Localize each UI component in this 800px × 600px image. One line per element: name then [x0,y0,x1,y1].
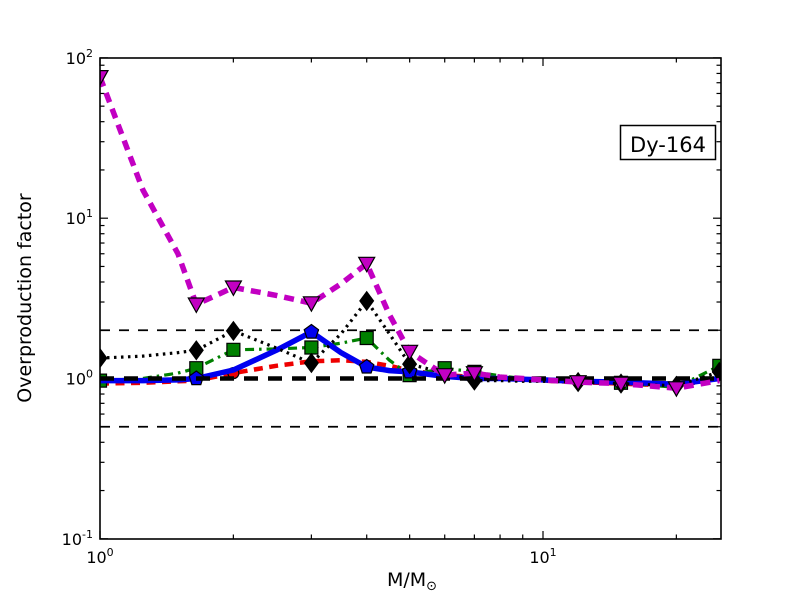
x-tick-base: 10 [529,548,549,567]
diamond-marker [100,347,108,369]
y-tick-exponent: 2 [86,47,93,60]
y-tick-label: 101 [66,207,93,228]
series-line [100,336,721,389]
series-markers [100,290,721,397]
triangle-down-marker [400,344,419,361]
y-tick-label: 100 [66,368,93,389]
diamond-marker [225,320,241,342]
y-tick-exponent: -1 [82,528,93,541]
triangle-down-marker [435,368,454,385]
axes-frame [99,57,722,540]
y-axis-label: Overproduction factor [14,193,36,403]
triangle-down-marker [224,280,243,297]
triangle-down-marker [187,297,206,314]
x-axis-label: M/M⊙ [387,569,437,594]
x-tick-exponent: 1 [550,546,557,559]
x-tick-label: 100 [86,546,113,567]
series-line [100,357,720,389]
triangle-down-marker [569,375,588,392]
y-tick-exponent: 0 [86,368,93,381]
y-tick-label: 10-1 [62,528,93,549]
annotation-box-border [619,124,717,161]
triangle-down-marker [302,296,321,313]
triangle-down-marker [357,256,376,273]
triangle-down-marker [611,376,631,393]
y-tick-base: 10 [66,49,86,68]
triangle-down-marker [100,69,110,87]
diamond-marker [188,340,204,361]
isotope-annotation-box: Dy-164 [619,124,717,161]
triangle-down-marker [667,381,686,398]
square-marker [226,342,241,357]
series-line [100,76,720,391]
pentagon-marker [358,358,375,374]
x-tick-base: 10 [86,548,106,567]
x-tick-label: 101 [529,546,556,567]
series-markers [100,69,686,398]
y-tick-base: 10 [62,530,82,549]
triangle-down-marker [465,366,484,383]
y-tick-base: 10 [66,209,86,228]
pentagon-marker [303,323,320,339]
diamond-marker [303,352,319,374]
y-tick-base: 10 [66,370,86,389]
y-tick-label: 102 [66,47,93,68]
annotation-label: Dy-164 [630,133,706,157]
y-tick-exponent: 1 [86,207,93,220]
x-axis-label-main: M/M [387,569,426,591]
x-tick-exponent: 0 [107,546,114,559]
square-marker [359,330,374,346]
diamond-marker [402,353,418,375]
diamond-marker [359,290,375,312]
x-axis-label-subscript: ⊙ [426,579,437,594]
series-magenta-thick-dashed-triangles [100,69,720,398]
square-marker [304,340,319,355]
